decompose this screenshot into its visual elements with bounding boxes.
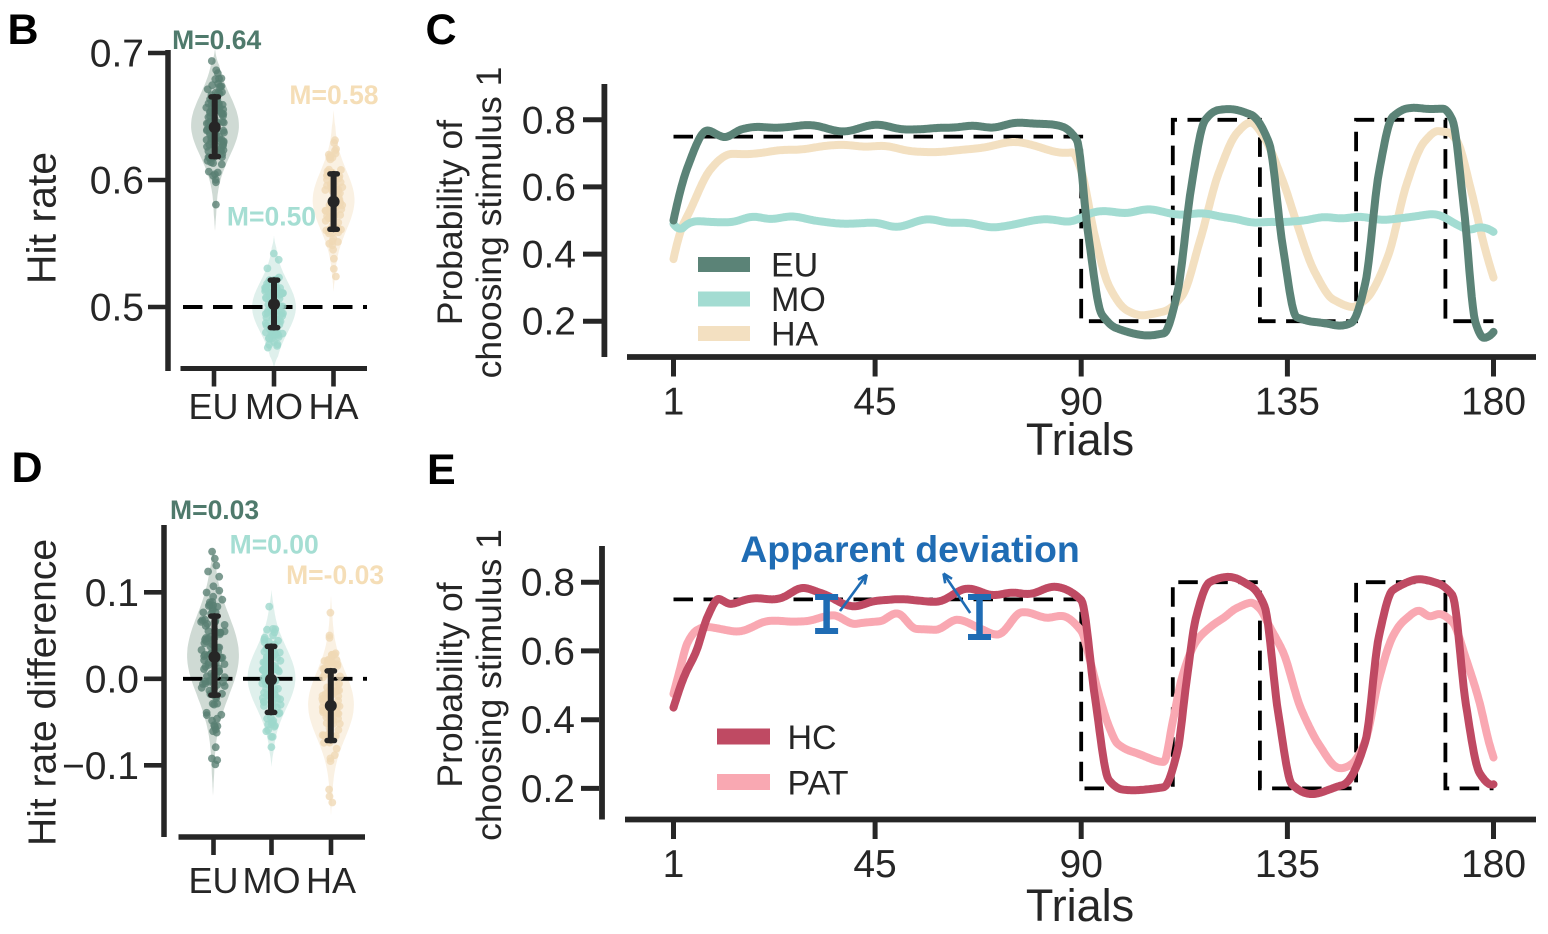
svg-text:Probability of: Probability of — [430, 582, 470, 787]
svg-text:180: 180 — [1461, 381, 1526, 424]
svg-text:0.2: 0.2 — [522, 301, 576, 344]
svg-text:choosing stimulus 1: choosing stimulus 1 — [469, 529, 509, 841]
svg-text:Trials: Trials — [1026, 414, 1134, 465]
svg-text:M=0.03: M=0.03 — [170, 495, 259, 525]
svg-text:0.5: 0.5 — [90, 287, 144, 330]
svg-text:1: 1 — [663, 381, 685, 424]
svg-text:E: E — [427, 446, 456, 494]
svg-text:90: 90 — [1060, 381, 1103, 424]
svg-text:PAT: PAT — [788, 765, 849, 803]
svg-text:90: 90 — [1060, 843, 1103, 886]
svg-text:Hit rate difference: Hit rate difference — [22, 539, 65, 846]
svg-text:C: C — [426, 6, 457, 54]
svg-text:HA: HA — [306, 860, 356, 901]
svg-text:0.8: 0.8 — [521, 562, 575, 605]
svg-text:0.0: 0.0 — [85, 658, 139, 701]
svg-text:45: 45 — [853, 843, 896, 886]
svg-text:HC: HC — [788, 719, 837, 757]
svg-text:135: 135 — [1255, 843, 1320, 886]
svg-text:EU: EU — [771, 247, 818, 285]
svg-text:1: 1 — [663, 843, 685, 886]
svg-text:HA: HA — [771, 316, 819, 354]
svg-text:Trials: Trials — [1026, 880, 1134, 931]
svg-text:EU: EU — [188, 386, 238, 427]
svg-text:−0.1: −0.1 — [62, 745, 139, 788]
svg-text:0.7: 0.7 — [90, 33, 144, 76]
svg-text:0.8: 0.8 — [522, 99, 576, 142]
svg-text:0.1: 0.1 — [85, 572, 139, 615]
svg-text:M=0.00: M=0.00 — [230, 530, 319, 560]
svg-text:MO: MO — [771, 281, 826, 319]
svg-text:M=0.64: M=0.64 — [172, 25, 261, 55]
svg-text:Hit rate: Hit rate — [19, 152, 65, 284]
svg-text:0.6: 0.6 — [521, 630, 575, 673]
svg-text:0.6: 0.6 — [90, 160, 144, 203]
svg-text:180: 180 — [1461, 843, 1526, 886]
svg-text:choosing stimulus 1: choosing stimulus 1 — [469, 67, 509, 379]
svg-text:Probability of: Probability of — [430, 120, 470, 325]
svg-text:0.4: 0.4 — [521, 699, 575, 742]
svg-text:M=-0.03: M=-0.03 — [286, 560, 384, 590]
svg-text:M=0.58: M=0.58 — [289, 80, 378, 110]
svg-text:Apparent deviation: Apparent deviation — [740, 528, 1080, 570]
svg-text:B: B — [8, 6, 39, 54]
svg-text:45: 45 — [853, 381, 896, 424]
svg-text:0.2: 0.2 — [521, 768, 575, 811]
svg-text:HA: HA — [308, 386, 358, 427]
svg-text:0.4: 0.4 — [522, 234, 576, 277]
svg-text:MO: MO — [245, 386, 303, 427]
svg-text:135: 135 — [1255, 381, 1320, 424]
svg-text:EU: EU — [188, 860, 238, 901]
svg-text:MO: MO — [243, 860, 301, 901]
svg-text:0.6: 0.6 — [522, 166, 576, 209]
svg-text:M=0.50: M=0.50 — [227, 202, 316, 232]
svg-text:D: D — [12, 444, 43, 492]
